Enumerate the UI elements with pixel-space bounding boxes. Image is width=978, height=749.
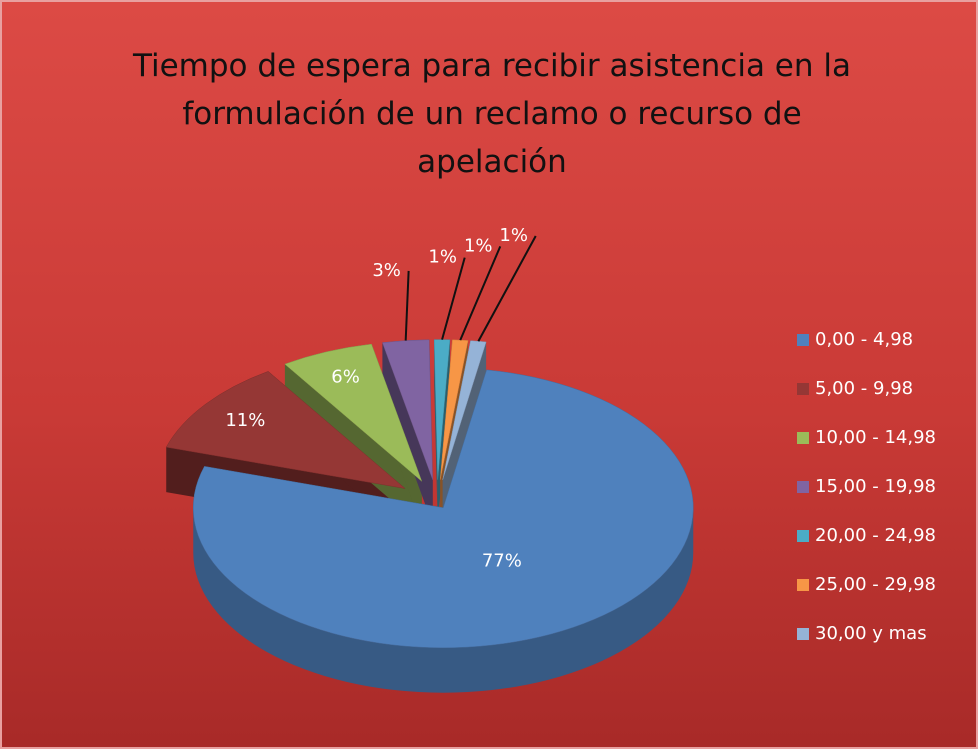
slice-wall	[193, 507, 694, 693]
slice	[442, 340, 487, 480]
slice	[193, 369, 694, 648]
data-label: 77%	[482, 551, 522, 572]
data-label: 3%	[372, 260, 401, 281]
leader-line	[477, 235, 537, 342]
leader-line	[441, 257, 466, 340]
legend-swatch	[797, 628, 809, 640]
legend-label: 20,00 - 24,98	[815, 525, 936, 546]
slice	[284, 343, 423, 483]
legend-swatch	[797, 432, 809, 444]
legend-label: 5,00 - 9,98	[815, 378, 913, 399]
data-label: 11%	[225, 410, 265, 431]
slice-side	[434, 339, 438, 525]
slice-tops	[165, 339, 694, 648]
slice	[165, 371, 406, 489]
legend-label: 25,00 - 29,98	[815, 574, 936, 595]
leader-line	[459, 245, 502, 341]
legend-swatch	[797, 530, 809, 542]
data-label: 1%	[428, 247, 457, 268]
data-label: 1%	[464, 235, 493, 256]
legend-swatch	[797, 334, 809, 346]
leader-line	[404, 270, 410, 341]
slice	[439, 339, 469, 480]
legend-label: 10,00 - 14,98	[815, 427, 936, 448]
legend-label: 30,00 y mas	[815, 623, 927, 644]
legend-swatch	[797, 579, 809, 591]
legend-swatch	[797, 383, 809, 395]
chart-title: Tiempo de espera para recibir asistencia…	[133, 48, 851, 180]
slice	[433, 339, 451, 480]
legend-swatch	[797, 481, 809, 493]
legend-label: 15,00 - 19,98	[815, 476, 936, 497]
legend-label: 0,00 - 4,98	[815, 329, 913, 350]
data-label: 1%	[499, 225, 528, 246]
data-label: 6%	[331, 367, 360, 388]
slice-labels: 77% 11% 6% 3% 1% 1% 1%	[225, 225, 537, 572]
